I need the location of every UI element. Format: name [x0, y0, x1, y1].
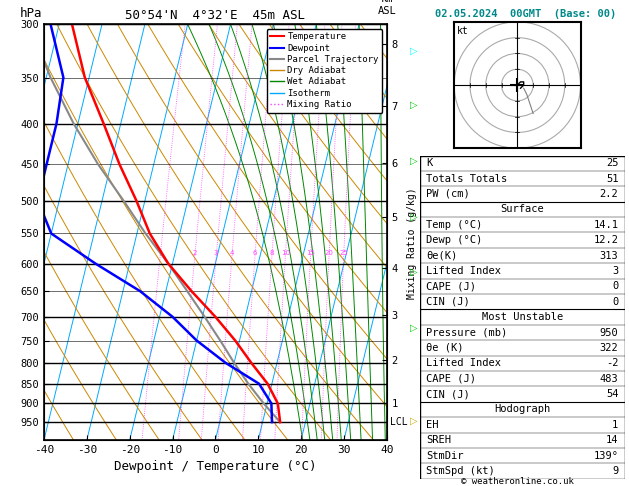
- Text: ▷: ▷: [410, 211, 418, 221]
- Text: StmDir: StmDir: [426, 451, 464, 461]
- Text: 9: 9: [612, 466, 618, 476]
- Text: CAPE (J): CAPE (J): [426, 281, 476, 291]
- Text: 0: 0: [612, 281, 618, 291]
- Text: hPa: hPa: [20, 7, 43, 20]
- Text: 1: 1: [158, 250, 162, 256]
- Text: Mixing Ratio (g/kg): Mixing Ratio (g/kg): [407, 187, 417, 299]
- Text: CIN (J): CIN (J): [426, 297, 470, 307]
- Legend: Temperature, Dewpoint, Parcel Trajectory, Dry Adiabat, Wet Adiabat, Isotherm, Mi: Temperature, Dewpoint, Parcel Trajectory…: [267, 29, 382, 113]
- Text: 14: 14: [606, 435, 618, 445]
- Text: Lifted Index: Lifted Index: [426, 266, 501, 276]
- Text: 15: 15: [306, 250, 315, 256]
- Text: 51: 51: [606, 174, 618, 184]
- Text: ▷: ▷: [410, 156, 418, 165]
- Text: 6: 6: [253, 250, 257, 256]
- Text: ▷: ▷: [410, 46, 418, 56]
- Text: 20: 20: [325, 250, 333, 256]
- Text: 8: 8: [270, 250, 274, 256]
- Text: 139°: 139°: [594, 451, 618, 461]
- Text: K: K: [426, 158, 433, 168]
- Text: 950: 950: [599, 328, 618, 337]
- Text: ▷: ▷: [410, 323, 418, 333]
- Text: CIN (J): CIN (J): [426, 389, 470, 399]
- Text: PW (cm): PW (cm): [426, 189, 470, 199]
- Text: 14.1: 14.1: [594, 220, 618, 230]
- Text: 54: 54: [606, 389, 618, 399]
- Text: Pressure (mb): Pressure (mb): [426, 328, 508, 337]
- Text: 3: 3: [612, 266, 618, 276]
- Text: ▷: ▷: [410, 100, 418, 109]
- Text: 3: 3: [214, 250, 218, 256]
- Text: ▷: ▷: [410, 416, 418, 425]
- Text: CAPE (J): CAPE (J): [426, 374, 476, 383]
- Text: θe (K): θe (K): [426, 343, 464, 353]
- Text: ▷: ▷: [410, 267, 418, 277]
- Text: Totals Totals: Totals Totals: [426, 174, 508, 184]
- Text: 10: 10: [281, 250, 290, 256]
- Text: 483: 483: [599, 374, 618, 383]
- Text: 25: 25: [606, 158, 618, 168]
- Title: 50°54'N  4°32'E  45m ASL: 50°54'N 4°32'E 45m ASL: [125, 9, 306, 22]
- Text: StmSpd (kt): StmSpd (kt): [426, 466, 495, 476]
- Text: -2: -2: [606, 358, 618, 368]
- Text: 12.2: 12.2: [594, 235, 618, 245]
- Text: Surface: Surface: [501, 205, 544, 214]
- Text: Dewp (°C): Dewp (°C): [426, 235, 482, 245]
- Text: 25: 25: [339, 250, 348, 256]
- Text: SREH: SREH: [426, 435, 451, 445]
- Text: 4: 4: [230, 250, 234, 256]
- Text: 322: 322: [599, 343, 618, 353]
- Text: kt: kt: [457, 26, 469, 35]
- Text: Temp (°C): Temp (°C): [426, 220, 482, 230]
- Text: Most Unstable: Most Unstable: [482, 312, 563, 322]
- Text: 1: 1: [612, 420, 618, 430]
- X-axis label: Dewpoint / Temperature (°C): Dewpoint / Temperature (°C): [114, 460, 316, 473]
- Text: Lifted Index: Lifted Index: [426, 358, 501, 368]
- Text: 02.05.2024  00GMT  (Base: 00): 02.05.2024 00GMT (Base: 00): [435, 9, 616, 19]
- Text: θe(K): θe(K): [426, 251, 457, 260]
- Text: © weatheronline.co.uk: © weatheronline.co.uk: [460, 477, 574, 486]
- Text: EH: EH: [426, 420, 439, 430]
- Text: Hodograph: Hodograph: [494, 404, 550, 415]
- Text: 0: 0: [612, 297, 618, 307]
- Text: 313: 313: [599, 251, 618, 260]
- Text: km
ASL: km ASL: [377, 0, 396, 16]
- Text: 2: 2: [192, 250, 197, 256]
- Text: LCL: LCL: [390, 417, 408, 427]
- Text: 2.2: 2.2: [599, 189, 618, 199]
